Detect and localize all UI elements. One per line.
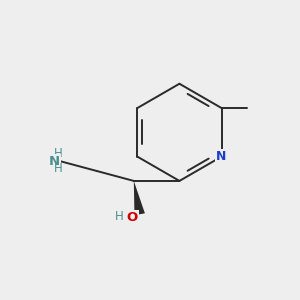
Text: H: H — [54, 147, 63, 160]
Text: N: N — [216, 150, 227, 163]
Text: N: N — [49, 154, 60, 168]
Text: H: H — [115, 210, 123, 223]
Text: H: H — [54, 162, 63, 175]
Text: O: O — [127, 211, 138, 224]
Polygon shape — [134, 181, 145, 215]
